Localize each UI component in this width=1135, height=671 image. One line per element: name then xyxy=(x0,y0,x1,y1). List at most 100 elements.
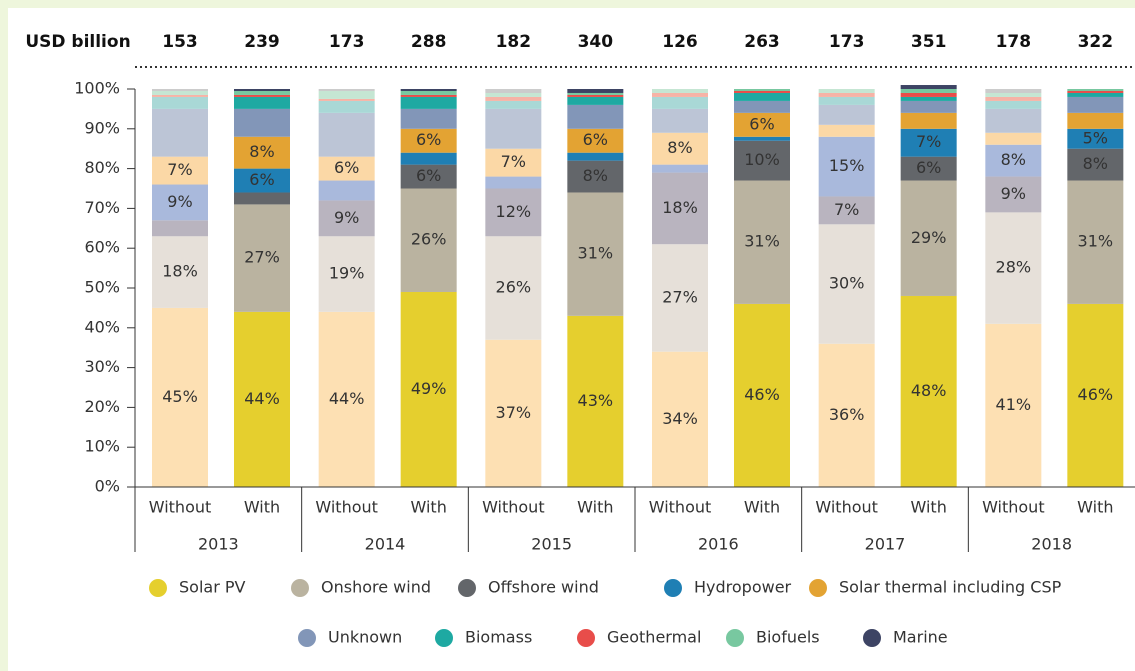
bar-segment xyxy=(234,94,290,97)
bar-segment xyxy=(567,128,624,153)
value-label: 18% xyxy=(162,262,198,281)
bar-segment xyxy=(485,148,542,177)
bar-segment xyxy=(734,89,790,91)
value-label: 9% xyxy=(334,208,359,227)
bar-segment xyxy=(400,94,457,97)
bar-segment xyxy=(985,323,1042,487)
value-label: 37% xyxy=(496,403,532,422)
bar-segment xyxy=(318,100,375,113)
value-label: 7% xyxy=(501,152,526,171)
bar-segment xyxy=(734,112,790,137)
group-label: 2015 xyxy=(531,535,572,554)
bar-segment xyxy=(900,96,957,101)
bar-segment xyxy=(234,204,290,312)
bar-segment xyxy=(985,100,1042,109)
bar-segment xyxy=(485,339,542,487)
bar-segment xyxy=(400,89,457,91)
value-label: 7% xyxy=(834,200,859,219)
bar-segment xyxy=(900,112,957,129)
value-label: 7% xyxy=(167,160,192,179)
bar-segment xyxy=(985,108,1042,133)
value-label: 7% xyxy=(916,132,941,151)
value-label: 44% xyxy=(244,389,280,408)
bar-segment xyxy=(152,236,208,308)
bar-segment xyxy=(985,212,1042,324)
bar-segment xyxy=(652,108,708,133)
bar-segment xyxy=(485,89,542,93)
bar-segment xyxy=(652,351,708,487)
bar-segment xyxy=(152,96,208,109)
total-label: 182 xyxy=(496,32,532,52)
bar-segment xyxy=(400,108,457,129)
bar-segment xyxy=(985,89,1042,93)
legend-swatch xyxy=(458,579,476,597)
y-tick-label: 60% xyxy=(84,238,120,257)
value-label: 28% xyxy=(996,258,1032,277)
bar-segment xyxy=(818,92,875,97)
total-label: 173 xyxy=(329,32,365,52)
legend-swatch xyxy=(809,579,827,597)
bar-segment xyxy=(1067,148,1124,181)
y-tick-label: 50% xyxy=(84,278,120,297)
y-tick-label: 40% xyxy=(84,317,120,336)
value-label: 6% xyxy=(416,166,441,185)
bar-segment xyxy=(900,92,957,97)
bar-segment xyxy=(652,132,708,165)
value-label: 27% xyxy=(662,287,698,306)
bar-segment xyxy=(234,90,290,95)
x-tick-label: Without xyxy=(149,498,212,517)
legend-label: Marine xyxy=(893,628,948,647)
bar-segment xyxy=(318,89,375,91)
bar-segment xyxy=(485,96,542,101)
value-label: 6% xyxy=(334,158,359,177)
bar-segment xyxy=(318,156,375,181)
bar-segment xyxy=(485,92,542,97)
bar-segment xyxy=(652,96,708,109)
value-label: 49% xyxy=(411,379,447,398)
legend-label: Solar PV xyxy=(179,578,246,597)
legend-label: Offshore wind xyxy=(488,578,599,597)
total-label: 340 xyxy=(578,32,614,52)
value-label: 15% xyxy=(829,156,865,175)
bar-segment xyxy=(152,89,208,91)
bar-segment xyxy=(818,96,875,105)
y-tick-label: 20% xyxy=(84,397,120,416)
value-label: 26% xyxy=(411,230,447,249)
total-label: 322 xyxy=(1078,32,1114,52)
bar-segment xyxy=(900,100,957,113)
y-tick-label: 100% xyxy=(74,79,120,98)
bar-segment xyxy=(567,315,624,487)
bar-segment xyxy=(318,112,375,157)
bar-segment xyxy=(1067,180,1124,304)
value-label: 41% xyxy=(996,395,1032,414)
y-tick-label: 30% xyxy=(84,357,120,376)
value-label: 8% xyxy=(1083,154,1108,173)
legend-swatch xyxy=(149,579,167,597)
total-label: 178 xyxy=(996,32,1032,52)
bar-segment xyxy=(652,244,708,352)
value-label: 34% xyxy=(662,409,698,428)
value-label: 8% xyxy=(667,138,692,157)
value-label: 46% xyxy=(744,385,780,404)
x-tick-label: Without xyxy=(982,498,1045,517)
bar-segment xyxy=(652,89,708,93)
bar-segment xyxy=(567,94,624,97)
bar-segment xyxy=(1067,96,1124,113)
bar-segment xyxy=(567,89,624,93)
bar-segment xyxy=(567,92,624,95)
value-label: 36% xyxy=(829,405,865,424)
bar-segment xyxy=(985,144,1042,177)
value-label: 5% xyxy=(1083,128,1108,147)
total-label: 288 xyxy=(411,32,447,52)
bar-segment xyxy=(652,172,708,245)
value-label: 31% xyxy=(1078,232,1114,251)
value-label: 30% xyxy=(829,274,865,293)
legend-swatch xyxy=(726,629,744,647)
bar-segment xyxy=(152,184,208,221)
bar-segment xyxy=(734,136,790,141)
bar-segment xyxy=(900,89,957,93)
x-tick-label: Without xyxy=(315,498,378,517)
bar-segment xyxy=(318,180,375,201)
bar-segment xyxy=(818,104,875,125)
